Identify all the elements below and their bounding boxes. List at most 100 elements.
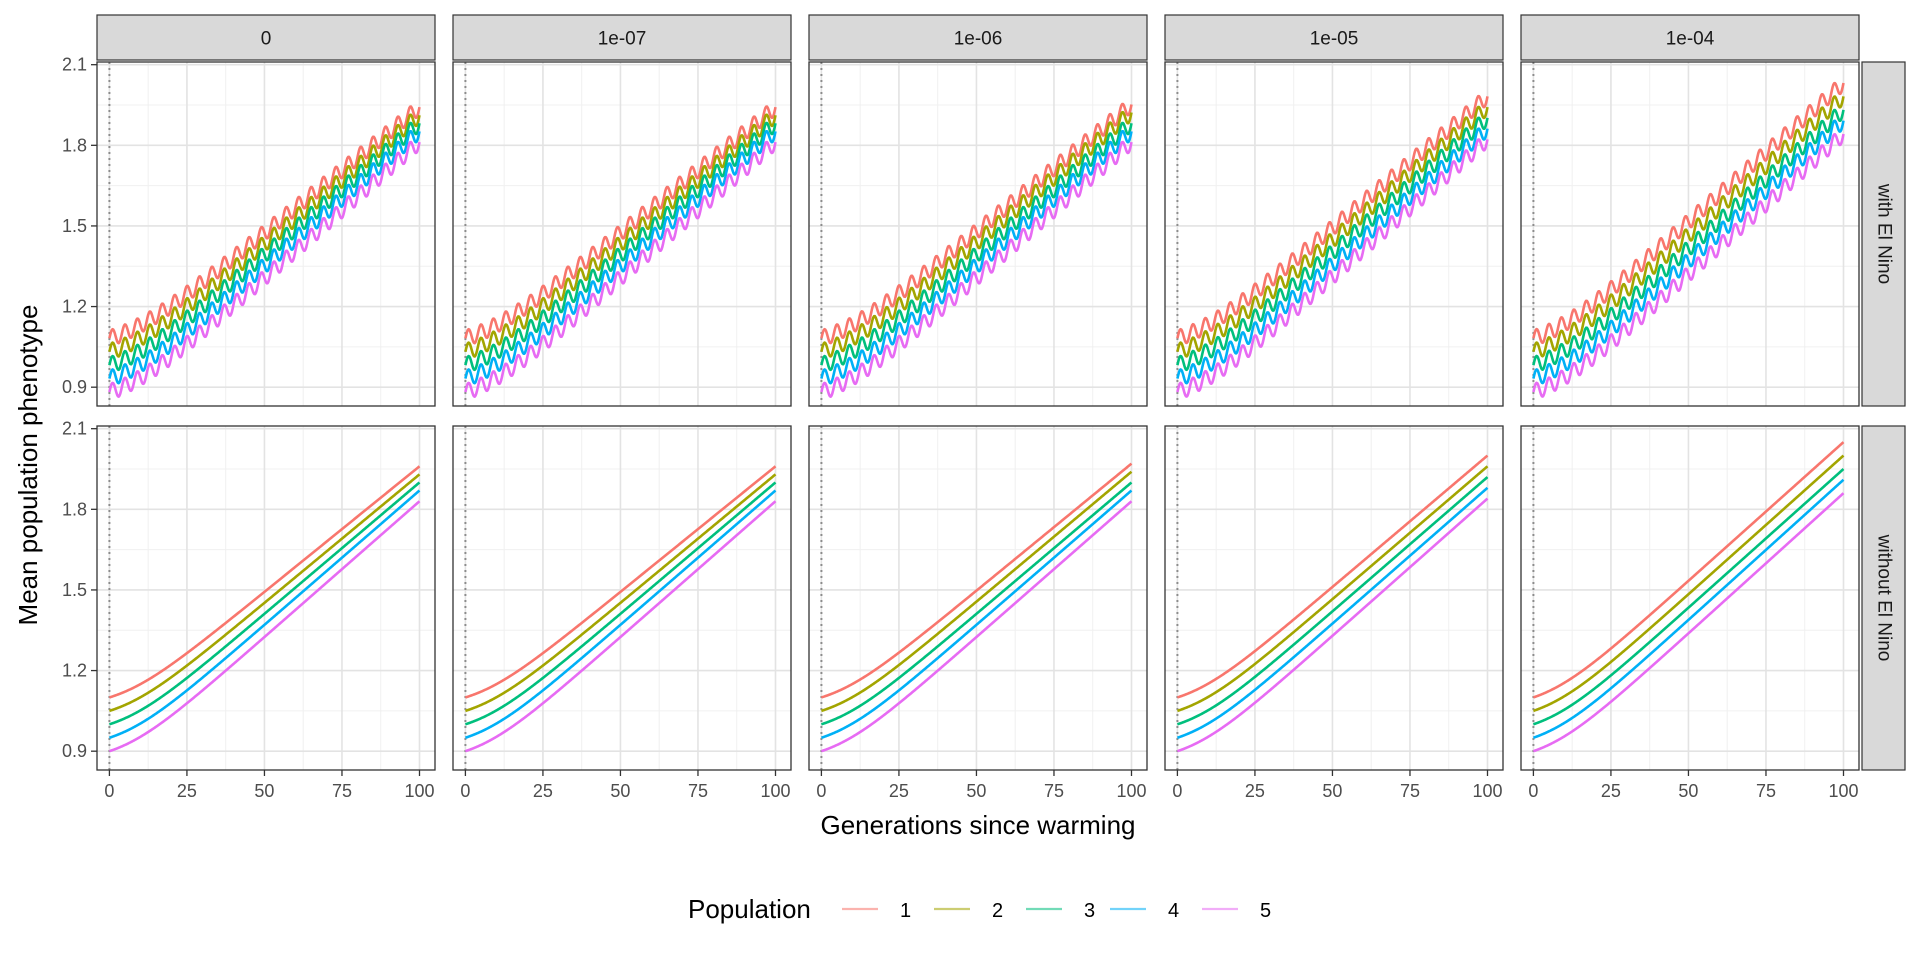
- series-line-3: [464, 121, 777, 372]
- series-line-1: [108, 465, 421, 699]
- y-tick-label: 1.5: [62, 216, 87, 236]
- x-tick-label: 0: [1172, 781, 1182, 801]
- facet-strip-row: [1861, 61, 1906, 407]
- x-tick-label: 100: [404, 781, 434, 801]
- y-tick-label: 2.1: [62, 55, 87, 75]
- x-tick-label: 50: [254, 781, 274, 801]
- legend-items: 1 2 3 4 5: [842, 900, 1271, 922]
- series-line-3: [1532, 108, 1845, 371]
- series-line-4: [820, 489, 1133, 739]
- series-line-2: [464, 473, 777, 713]
- series-line-1: [1532, 441, 1845, 699]
- series-line-4: [1532, 478, 1845, 739]
- facet-panel: [1164, 61, 1504, 407]
- series-line-2: [1176, 105, 1489, 358]
- series-line-3: [464, 481, 777, 726]
- x-tick-label: 25: [533, 781, 553, 801]
- facet-strips: 0 1e-07 1e-06 1e-05 1e-04 with El Nino without…: [96, 14, 1906, 771]
- panel-border: [96, 61, 436, 407]
- y-tick-label: 1.8: [62, 499, 87, 519]
- panel-background: [809, 426, 1147, 770]
- series-line-4: [108, 129, 421, 385]
- panel-background: [97, 426, 435, 770]
- series-line-4: [1176, 486, 1489, 739]
- facet-strip-label: 1e-05: [1310, 29, 1359, 50]
- series-line-4: [820, 129, 1133, 385]
- legend-title: Population: [688, 894, 811, 924]
- panel-border: [808, 61, 1148, 407]
- series-line-2: [820, 470, 1133, 713]
- legend: Population 1 2 3 4 5: [688, 894, 1271, 924]
- facet-panel: [96, 61, 436, 407]
- series-line-1: [1532, 81, 1845, 345]
- facet-strip-label: 1e-06: [954, 29, 1003, 50]
- series-line-1: [464, 105, 777, 345]
- axes: 0.9 1.2 1.5 1.8 2.1 0.9 1.2 1.5 1.8 2.1 0 25 50 75 100…: [62, 55, 1859, 801]
- series-line-2: [108, 113, 421, 358]
- series-line-4: [464, 129, 777, 385]
- y-tick-label: 1.2: [62, 661, 87, 681]
- panel-border: [452, 61, 792, 407]
- facet-panel: [1520, 425, 1860, 771]
- series-line-5: [464, 500, 777, 753]
- facet-panel: [1520, 61, 1860, 407]
- series-line-1: [1176, 454, 1489, 699]
- y-tick-label: 2.1: [62, 419, 87, 439]
- y-tick-label: 0.9: [62, 377, 87, 397]
- series-line-1: [820, 462, 1133, 699]
- series-line-3: [820, 481, 1133, 726]
- panels-layer: [96, 61, 1860, 771]
- facet-strip-label: with El Nino: [1873, 183, 1894, 284]
- facet-strip-row: [1861, 425, 1906, 771]
- facet-panel: [452, 61, 792, 407]
- series-line-1: [1176, 94, 1489, 345]
- panel-border: [1164, 61, 1504, 407]
- x-tick-label: 50: [610, 781, 630, 801]
- series-line-3: [1176, 116, 1489, 372]
- panel-border: [1520, 425, 1860, 771]
- facet-strip-label: 0: [261, 29, 272, 50]
- series-line-3: [1532, 468, 1845, 726]
- series-line-3: [820, 121, 1133, 372]
- series-line-1: [108, 105, 421, 345]
- panel-border: [96, 425, 436, 771]
- series-line-5: [820, 140, 1133, 398]
- panel-border: [1164, 425, 1504, 771]
- facet-panel: [1164, 425, 1504, 771]
- series-line-1: [464, 465, 777, 699]
- y-tick-label: 1.2: [62, 297, 87, 317]
- facet-strip-label: 1e-07: [598, 29, 647, 50]
- series-line-4: [1532, 119, 1845, 385]
- series-line-3: [108, 481, 421, 726]
- facet-panel: [808, 61, 1148, 407]
- y-tick-label: 0.9: [62, 741, 87, 761]
- series-line-2: [820, 110, 1133, 358]
- series-line-5: [1532, 132, 1845, 398]
- x-tick-label: 25: [1601, 781, 1621, 801]
- x-tick-label: 100: [1116, 781, 1146, 801]
- series-line-3: [1176, 476, 1489, 726]
- legend-label-1: 1: [900, 900, 911, 922]
- panel-border: [808, 425, 1148, 771]
- panel-background: [1521, 426, 1859, 770]
- series-line-2: [108, 473, 421, 713]
- facet-panel: [452, 425, 792, 771]
- x-tick-label: 75: [1400, 781, 1420, 801]
- legend-label-2: 2: [992, 900, 1003, 922]
- y-axis-title: Mean population phenotype: [13, 305, 43, 626]
- x-tick-label: 25: [177, 781, 197, 801]
- x-tick-label: 100: [1472, 781, 1502, 801]
- series-line-2: [1532, 95, 1845, 358]
- x-tick-label: 50: [1678, 781, 1698, 801]
- series-line-4: [1176, 127, 1489, 385]
- x-tick-label: 50: [966, 781, 986, 801]
- series-line-5: [1176, 497, 1489, 753]
- x-tick-label: 0: [460, 781, 470, 801]
- x-tick-label: 0: [104, 781, 114, 801]
- facet-strip-label: without El Nino: [1873, 534, 1894, 662]
- facet-panel: [808, 425, 1148, 771]
- series-line-1: [820, 102, 1133, 345]
- x-tick-label: 0: [816, 781, 826, 801]
- facet-panel: [96, 425, 436, 771]
